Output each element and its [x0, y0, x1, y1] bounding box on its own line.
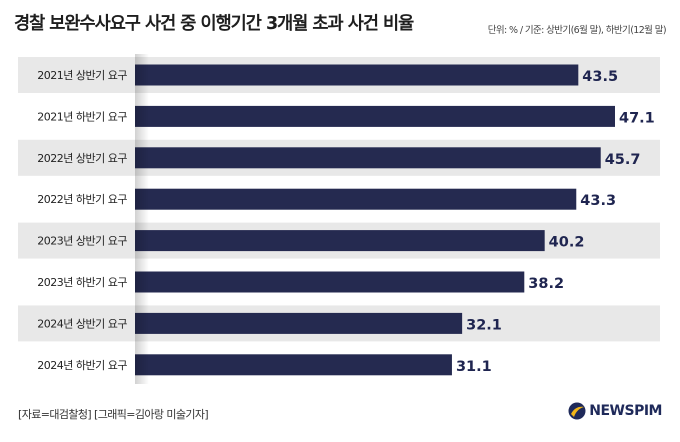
newspim-logo-icon — [568, 402, 586, 420]
category-label: 2021년 상반기 요구 — [37, 69, 127, 82]
value-label: 38.2 — [528, 276, 564, 292]
bar — [135, 271, 525, 293]
bar — [135, 147, 601, 169]
value-label: 32.1 — [466, 317, 502, 333]
chart-title: 경찰 보완수사요구 사건 중 이행기간 3개월 초과 사건 비율 — [14, 14, 414, 34]
bar — [135, 64, 579, 86]
category-label: 2022년 상반기 요구 — [37, 152, 127, 165]
value-label: 40.2 — [549, 235, 585, 251]
bar — [135, 312, 463, 334]
value-label: 43.3 — [580, 193, 616, 209]
category-label: 2024년 하반기 요구 — [37, 358, 127, 372]
category-label: 2024년 상반기 요구 — [37, 317, 127, 330]
source-credit: [자료=대검찰청] [그래픽=김아랑 미술기자] — [18, 408, 209, 421]
newspim-logo: NEWSPIM — [568, 402, 662, 420]
value-label: 45.7 — [605, 152, 641, 168]
category-label: 2023년 상반기 요구 — [37, 235, 127, 248]
category-label: 2022년 하반기 요구 — [37, 192, 127, 206]
bar — [135, 105, 615, 127]
brand-text: NEWSPIM — [589, 403, 662, 419]
category-label: 2023년 하반기 요구 — [37, 275, 127, 289]
value-label: 47.1 — [619, 110, 655, 126]
bar — [135, 230, 545, 252]
value-label: 43.5 — [582, 69, 618, 85]
bar — [135, 354, 452, 376]
category-label: 2021년 하반기 요구 — [37, 109, 127, 123]
unit-note: 단위: % / 기준: 상반기(6월 말), 하반기(12월 말) — [487, 25, 667, 36]
bar — [135, 188, 577, 210]
bar-shadow-edge — [135, 54, 149, 384]
value-label: 31.1 — [456, 359, 492, 375]
